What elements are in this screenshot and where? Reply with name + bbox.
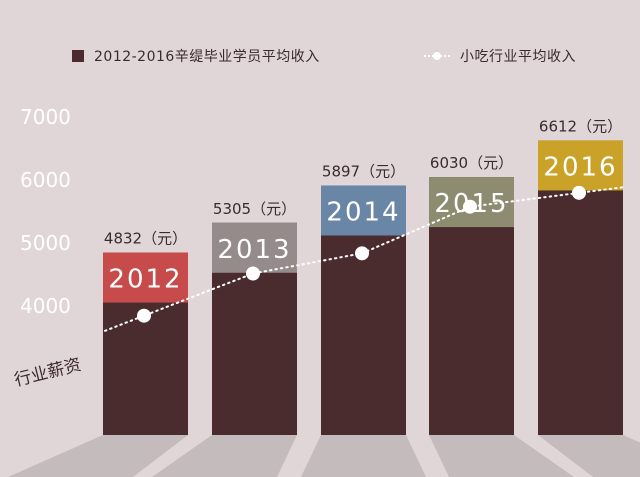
legend-item-bars: 2012-2016辛缇毕业学员平均收入 [72, 46, 320, 66]
bar-value-label: 6030（元） [430, 154, 513, 172]
bar-category-label: 2016 [543, 152, 617, 182]
bar-year-block [538, 140, 623, 191]
bar-year-block [103, 252, 188, 303]
floor-shadow [152, 435, 297, 477]
floor-shadow [301, 435, 426, 477]
y-axis-tick-label: 4000 [20, 294, 71, 318]
industry-point [355, 246, 369, 261]
y-axis-tick-label: 6000 [20, 168, 71, 192]
legend-square-icon [72, 50, 84, 62]
industry-point [572, 185, 586, 200]
floor-shadow [8, 435, 188, 477]
bar-year-block [212, 222, 297, 273]
bar-value-label: 6612（元） [539, 117, 622, 135]
floor-shadow [538, 435, 640, 477]
y-axis-tick-label: 5000 [20, 231, 71, 255]
legend-line-label: 小吃行业平均收入 [460, 49, 576, 65]
line-annotation: 行业薪资 [12, 355, 83, 391]
bar-category-label: 2012 [108, 265, 182, 295]
legend-dotted-line-icon [424, 50, 450, 62]
bar-category-label: 2014 [326, 197, 400, 227]
bar-category-label: 2013 [217, 235, 291, 265]
bar-year-block [321, 185, 406, 236]
industry-point [463, 199, 477, 214]
industry-point [246, 266, 260, 281]
legend: 2012-2016辛缇毕业学员平均收入 小吃行业平均收入 [0, 44, 640, 68]
floor-shadow [429, 435, 574, 477]
legend-item-line: 小吃行业平均收入 [424, 46, 576, 66]
bar-value-label: 4832（元） [104, 230, 187, 248]
bar-value-label: 5897（元） [322, 162, 405, 180]
bar-value-label: 5305（元） [213, 200, 296, 218]
legend-bar-label: 2012-2016辛缇毕业学员平均收入 [94, 49, 320, 65]
industry-point [137, 308, 151, 323]
y-axis-tick-label: 7000 [20, 105, 71, 129]
